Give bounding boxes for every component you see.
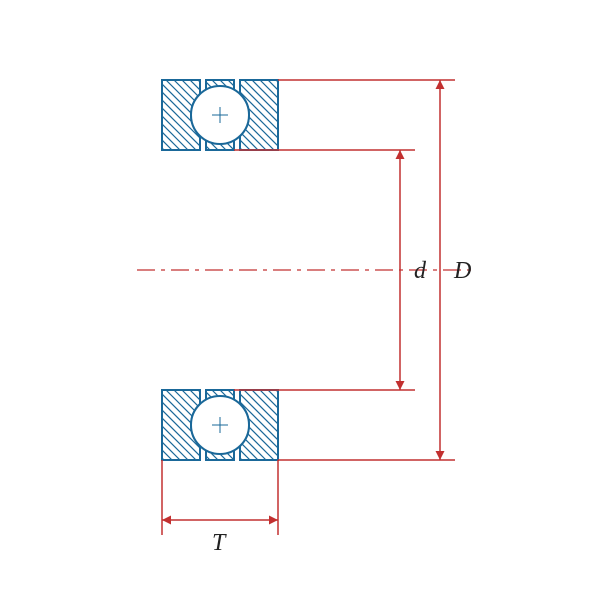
label-d: d: [414, 258, 427, 284]
label-T: T: [212, 530, 227, 556]
label-D: D: [453, 258, 471, 284]
